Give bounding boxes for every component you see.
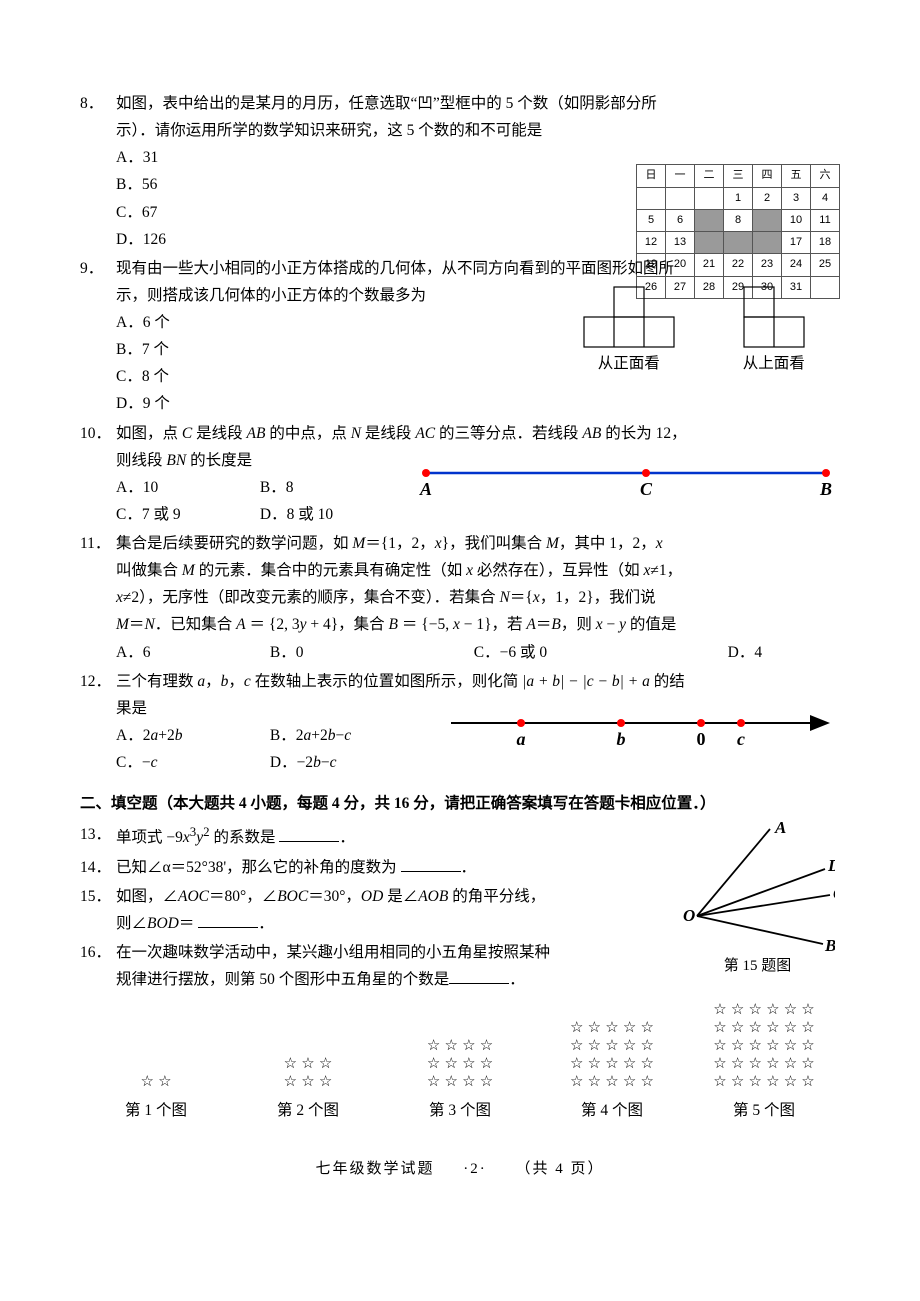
q11-opt-b: B．0	[270, 639, 470, 666]
q12-numberline: a b 0 c	[446, 705, 836, 755]
star-group-label: 第 1 个图	[80, 1097, 232, 1124]
svg-text:D: D	[827, 856, 835, 875]
q9-text-2: 示，则搭成该几何体的小正方体的个数最多为	[116, 282, 550, 309]
q9-opt-b: B．7 个	[116, 336, 550, 363]
question-9: 9． 现有由一些大小相同的小正方体搭成的几何体，从不同方向看到的平面图形如图所 …	[80, 255, 840, 418]
question-10: 10． 如图，点 C 是线段 AB 的中点，点 N 是线段 AC 的三等分点．若…	[80, 420, 840, 529]
q9-front-view	[579, 282, 679, 350]
q16-blank	[449, 968, 509, 985]
star-group-label: 第 2 个图	[232, 1097, 384, 1124]
star-group: ☆ ☆ ☆ ☆ ☆☆ ☆ ☆ ☆ ☆☆ ☆ ☆ ☆ ☆☆ ☆ ☆ ☆ ☆第 4 …	[536, 1019, 688, 1124]
q9-top-label: 从上面看	[736, 350, 811, 377]
q11-l4: M＝N．已知集合 A ＝ {2, 3y + 4}，集合 B ＝ {−5, x −…	[116, 611, 840, 638]
q10-line-diagram: A C B	[416, 461, 836, 501]
question-14: 14． 已知∠α＝52°38'，那么它的补角的度数为 ．	[80, 854, 675, 881]
svg-text:C: C	[833, 884, 835, 903]
svg-text:A: A	[774, 821, 786, 837]
q12-opt-a: A．2a+2b	[116, 722, 266, 749]
q15-l1: 如图，∠AOC＝80°，∠BOC＝30°，OD 是∠AOB 的角平分线，	[116, 883, 675, 910]
q16-l1: 在一次趣味数学活动中，某兴趣小组用相同的小五角星按照某种	[116, 939, 675, 966]
q14-number: 14．	[80, 854, 116, 881]
star-group: ☆ ☆第 1 个图	[80, 1073, 232, 1124]
q12-number: 12．	[80, 668, 116, 777]
q12-text: 三个有理数 a，b，c 在数轴上表示的位置如图所示，则化简 |a + b| − …	[116, 668, 840, 695]
q15-diagram: A D C B O	[675, 821, 835, 951]
footer-total: （共 4 页）	[516, 1161, 605, 1177]
svg-text:A: A	[419, 479, 432, 499]
q13-number: 13．	[80, 821, 116, 851]
q16-l2: 规律进行摆放，则第 50 个图形中五角星的个数是．	[116, 966, 675, 993]
q14-blank	[401, 855, 461, 872]
svg-text:B: B	[819, 479, 832, 499]
question-12: 12． 三个有理数 a，b，c 在数轴上表示的位置如图所示，则化简 |a + b…	[80, 668, 840, 777]
q12-opt-c: C．−c	[116, 749, 266, 776]
svg-text:c: c	[737, 729, 745, 749]
q9-front-label: 从正面看	[579, 350, 679, 377]
q12-text-3: 果是	[116, 695, 446, 722]
q10-opt-d: D．8 或 10	[260, 501, 370, 528]
q9-text-1: 现有由一些大小相同的小正方体搭成的几何体，从不同方向看到的平面图形如图所	[116, 255, 840, 282]
q10-opt-c: C．7 或 9	[116, 501, 256, 528]
q13-text: 单项式 −9x3y2 的系数是 ．	[116, 821, 675, 851]
q9-number: 9．	[80, 255, 116, 418]
page-footer: 七年级数学试题 ·2· （共 4 页）	[80, 1156, 840, 1182]
star-group: ☆ ☆ ☆☆ ☆ ☆第 2 个图	[232, 1055, 384, 1124]
question-13: 13． 单项式 −9x3y2 的系数是 ．	[80, 821, 675, 851]
q10-number: 10．	[80, 420, 116, 529]
svg-text:O: O	[683, 906, 695, 925]
section-2-title: 二、填空题（本大题共 4 小题，每题 4 分，共 16 分，请把正确答案填写在答…	[80, 790, 840, 817]
question-16: 16． 在一次趣味数学活动中，某兴趣小组用相同的小五角星按照某种 规律进行摆放，…	[80, 939, 675, 993]
q11-l3: x≠2），无序性（即改变元素的顺序，集合不变）．若集合 N＝{x，1，2}，我们…	[116, 584, 840, 611]
svg-text:a: a	[517, 729, 526, 749]
q15-caption: 第 15 题图	[675, 953, 840, 979]
q8-text-2: 示）．请你运用所学的数学知识来研究，这 5 个数的和不可能是	[116, 117, 840, 144]
svg-text:B: B	[824, 936, 835, 951]
star-group: ☆ ☆ ☆ ☆☆ ☆ ☆ ☆☆ ☆ ☆ ☆第 3 个图	[384, 1037, 536, 1124]
star-group-label: 第 3 个图	[384, 1097, 536, 1124]
q15-blank	[198, 911, 258, 928]
q11-opt-d: D．4	[728, 639, 838, 666]
q10-opt-a: A．10	[116, 474, 256, 501]
q9-opt-a: A．6 个	[116, 309, 550, 336]
q11-l2: 叫做集合 M 的元素．集合中的元素具有确定性（如 x 必然存在），互异性（如 x…	[116, 557, 840, 584]
q8-number: 8．	[80, 90, 116, 253]
q10-text: 如图，点 C 是线段 AB 的中点，点 N 是线段 AC 的三等分点．若线段 A…	[116, 425, 687, 442]
svg-text:0: 0	[697, 729, 706, 749]
q11-l1: 集合是后续要研究的数学问题，如 M＝{1，2，x}，我们叫集合 M，其中 1，2…	[116, 530, 840, 557]
star-group-label: 第 4 个图	[536, 1097, 688, 1124]
footer-page: ·2·	[463, 1161, 487, 1177]
q11-opt-a: A．6	[116, 639, 266, 666]
svg-text:C: C	[640, 479, 653, 499]
q11-opt-c: C．−6 或 0	[474, 639, 724, 666]
q16-star-groups: ☆ ☆第 1 个图☆ ☆ ☆☆ ☆ ☆第 2 个图☆ ☆ ☆ ☆☆ ☆ ☆ ☆☆…	[80, 1001, 840, 1124]
q9-opt-c: C．8 个	[116, 363, 550, 390]
q9-top-view	[736, 282, 811, 350]
q12-opt-d: D．−2b−c	[270, 749, 380, 776]
footer-title: 七年级数学试题	[315, 1161, 434, 1177]
question-15: 15． 如图，∠AOC＝80°，∠BOC＝30°，OD 是∠AOB 的角平分线，…	[80, 883, 675, 937]
q15-number: 15．	[80, 883, 116, 937]
star-group-label: 第 5 个图	[688, 1097, 840, 1124]
star-group: ☆ ☆ ☆ ☆ ☆ ☆☆ ☆ ☆ ☆ ☆ ☆☆ ☆ ☆ ☆ ☆ ☆☆ ☆ ☆ ☆…	[688, 1001, 840, 1124]
svg-text:b: b	[617, 729, 626, 749]
question-8: 8． 如图，表中给出的是某月的月历，任意选取“凹”型框中的 5 个数（如阴影部分…	[80, 90, 840, 253]
q8-text-1: 如图，表中给出的是某月的月历，任意选取“凹”型框中的 5 个数（如阴影部分所	[116, 90, 840, 117]
q13-blank	[279, 826, 339, 843]
q12-opt-b: B．2a+2b−c	[270, 722, 380, 749]
question-11: 11． 集合是后续要研究的数学问题，如 M＝{1，2，x}，我们叫集合 M，其中…	[80, 530, 840, 666]
q10-text-2: 则线段 BN 的长度是	[116, 447, 416, 474]
q16-number: 16．	[80, 939, 116, 993]
q10-opt-b: B．8	[260, 474, 370, 501]
q11-number: 11．	[80, 530, 116, 666]
q15-l2: 则∠BOD＝ ．	[116, 910, 675, 937]
q14-text: 已知∠α＝52°38'，那么它的补角的度数为 ．	[116, 854, 675, 881]
q9-opt-d: D．9 个	[116, 390, 550, 417]
